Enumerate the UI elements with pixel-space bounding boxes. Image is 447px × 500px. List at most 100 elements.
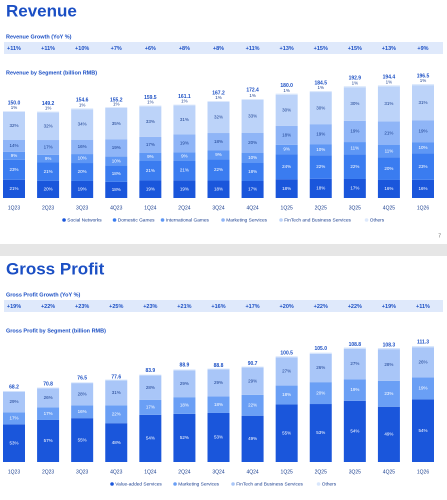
segment-label: 33% (146, 119, 155, 124)
legend-label: FinTech and Business Services (284, 217, 351, 223)
bar-segment (71, 139, 94, 155)
growth-value: +19% (382, 304, 396, 310)
total-label: 70.8 (43, 382, 53, 388)
segment-label: 1% (45, 106, 52, 111)
legend-label: Marketing Services (226, 217, 267, 223)
bar-segment (37, 162, 60, 181)
legend-label: Value-added Services (115, 481, 162, 487)
segment-label: 19% (180, 141, 189, 146)
segment-label: 17% (146, 142, 155, 147)
total-label: 167.2 (212, 90, 225, 96)
bar-segment (71, 154, 94, 164)
bar-segment (343, 86, 366, 88)
bar-segment (241, 181, 264, 198)
bar-segment (37, 180, 60, 198)
segment-label: 18% (282, 133, 291, 138)
bar-segment (241, 367, 264, 395)
bar-segment (207, 369, 230, 397)
bar-segment (377, 145, 400, 158)
segment-label: 18% (214, 186, 223, 191)
segment-label: 18% (282, 186, 291, 191)
bar-segment (139, 180, 162, 198)
bar-segment (343, 154, 366, 179)
segment-label: 18% (180, 403, 189, 408)
segment-label: 18% (112, 187, 121, 192)
segment-label: 26% (316, 365, 325, 370)
bar-segment (207, 180, 230, 198)
growth-value: +13% (382, 46, 396, 52)
bar-segment (275, 125, 298, 145)
segment-label: 10% (248, 155, 257, 160)
bar-segment (105, 380, 128, 406)
segment-label: 18% (214, 402, 223, 407)
segment-label: 55% (78, 437, 87, 442)
segment-label: 22% (316, 164, 325, 169)
total-label: 76.5 (77, 376, 87, 382)
bar-segment (309, 178, 332, 198)
bar-segment (173, 160, 196, 181)
segment-label: 34% (78, 122, 87, 127)
bar-segment (241, 394, 264, 416)
segment-label: 17% (9, 415, 18, 420)
legend-marker (173, 482, 177, 486)
segment-label: 30% (282, 107, 291, 112)
x-tick-label: 4Q25 (383, 205, 395, 211)
segment-label: 17% (44, 411, 53, 416)
segment-label: 17% (146, 405, 155, 410)
bar-segment (412, 85, 434, 121)
segment-label: 31% (418, 100, 427, 105)
segment-label: 1% (79, 103, 86, 108)
bar-segment (37, 140, 60, 155)
bar-segment (173, 413, 196, 462)
bar-segment (412, 346, 434, 348)
growth-value: +15% (314, 46, 328, 52)
total-label: 108.3 (383, 343, 396, 349)
growth-title: Gross Profit Growth (YoY %) (6, 292, 81, 298)
segment-label: 19% (316, 132, 325, 137)
growth-value: +22% (348, 304, 362, 310)
segment-label: 19% (350, 387, 359, 392)
total-label: 149.2 (42, 101, 55, 107)
legend-label: FinTech and Business Services (236, 481, 303, 487)
growth-value: +6% (145, 46, 156, 52)
segment-label: 29% (248, 378, 257, 383)
x-tick-label: 2Q24 (178, 205, 190, 211)
bar-segment (377, 85, 400, 87)
segment-label: 24% (282, 164, 291, 169)
bar-segment (3, 139, 25, 152)
segment-label: 23% (384, 391, 393, 396)
x-tick-label: 3Q23 (76, 205, 88, 211)
bar-segment (105, 423, 128, 462)
total-label: 88.8 (214, 363, 224, 369)
segment-label: 21% (180, 168, 189, 173)
segment-label: 11% (385, 148, 394, 153)
bar-segment (3, 159, 25, 180)
total-label: 111.3 (417, 339, 429, 345)
segment-label: 29% (214, 380, 223, 385)
x-tick-label: 1Q23 (8, 469, 20, 475)
bar-segment (207, 159, 230, 181)
segment-label: 28% (146, 385, 155, 390)
segment-label: 19% (350, 129, 359, 134)
bar-segment (173, 180, 196, 198)
segment-label: 1% (147, 100, 154, 105)
segment-label: 17% (248, 187, 257, 192)
segment-label: 32% (44, 123, 53, 128)
bar-segment (37, 387, 60, 389)
bar-segment (139, 399, 162, 415)
x-tick-label: 4Q23 (110, 205, 122, 211)
growth-value: +22% (314, 304, 328, 310)
growth-value: +8% (179, 46, 190, 52)
x-tick-label: 1Q23 (8, 205, 20, 211)
legend-label: Others (370, 217, 385, 223)
bar-segment (207, 150, 230, 160)
total-label: 88.9 (180, 363, 190, 369)
bar-segment (3, 111, 25, 112)
bar-segment (105, 379, 128, 381)
segment-label: 9% (11, 153, 18, 158)
segment-label: 10% (316, 147, 325, 152)
segment-label: 16% (78, 144, 87, 149)
x-tick-label: 2Q24 (178, 469, 190, 475)
bar-segment (173, 152, 196, 161)
segment-label: 20% (44, 187, 53, 192)
